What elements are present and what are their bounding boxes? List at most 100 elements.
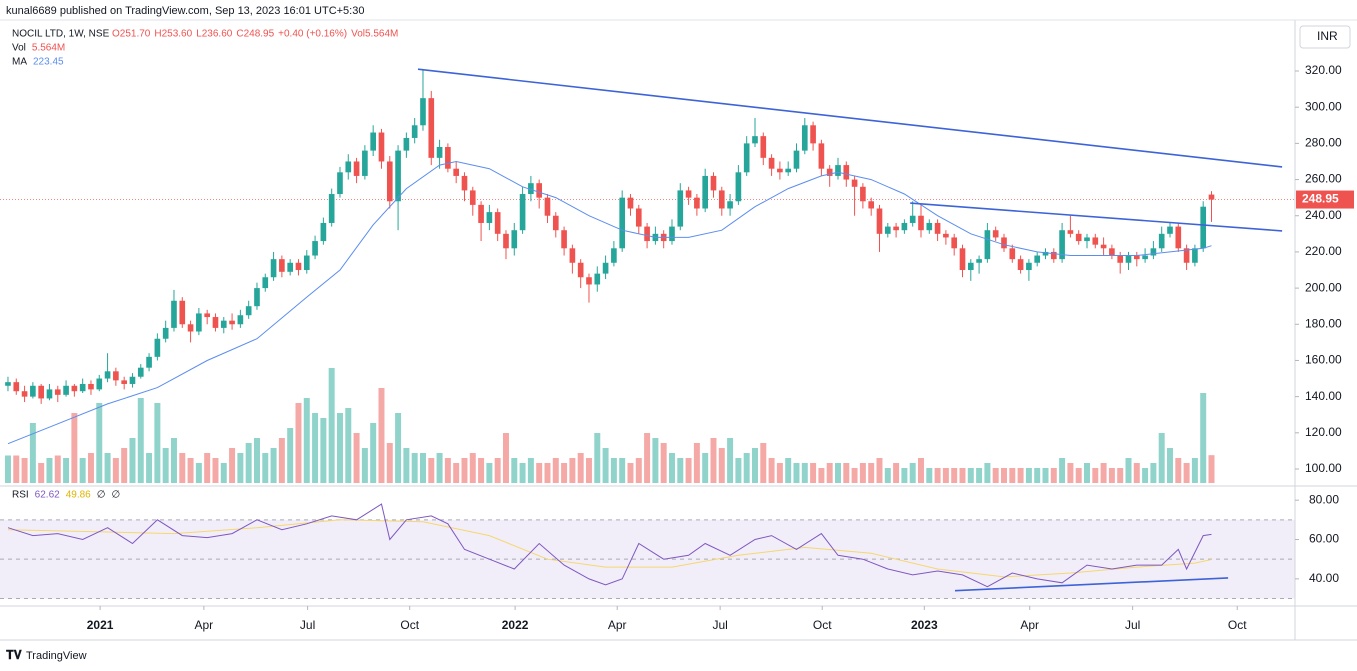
volume-bar [1092,468,1099,483]
candle-body [1100,244,1107,249]
candle-body [428,98,435,158]
x-tick-label: Apr [195,618,214,632]
candle-body [909,215,916,223]
volume-bar [229,448,236,483]
ohlc-value: +0.40 (+0.16%) [278,29,347,40]
candle-body [602,262,609,274]
ohlc-value: L236.60 [196,29,233,40]
volume-bar [926,468,933,483]
volume-bar [29,423,36,483]
ohlc-value: Vol5.564M [351,29,398,40]
candle-body [1158,233,1165,249]
rsi-line [7,503,1212,588]
candle-body [785,168,792,173]
candle-body [1200,206,1207,249]
candle-body [818,143,825,169]
candle-body [1001,237,1007,249]
candle-body [312,241,318,256]
candle-body [926,222,933,231]
rsi-trendline [954,577,1229,592]
rsi-legend-item: 62.62 [35,490,60,501]
volume-bar [1084,463,1090,483]
candle-body [1050,251,1057,260]
candle-body [1109,248,1115,256]
candle-body [677,190,684,227]
volume-bar [179,453,186,483]
volume-bar [602,448,609,483]
volume-bar [594,433,601,483]
volume-bar [444,458,451,483]
x-tick-label: Jul [1125,618,1140,632]
volume-bar [677,458,684,483]
candle-body [486,212,493,223]
volume-bar [511,458,518,483]
volume-bar [486,463,493,483]
candle-body [826,168,833,176]
candle-body [461,175,468,191]
candle-body [1133,255,1140,260]
x-tick-label: Oct [1228,618,1247,632]
candle-body [743,143,750,173]
volume-bar [760,443,767,483]
volume-bar [1200,393,1207,483]
x-tick-label: Apr [608,618,627,632]
volume-bar [370,423,377,483]
candle-body [552,215,559,231]
candle-body [943,233,949,238]
candle-body [378,132,385,162]
volume-bar [403,448,410,483]
candle-body [718,190,725,209]
candle-body [1183,248,1190,263]
y-tick-label: 220.00 [1305,244,1342,258]
y-tick-label: 120.00 [1305,425,1342,439]
volume-bar [718,448,725,483]
candle-body [345,161,352,173]
volume-bar [1001,468,1007,483]
volume-bar [112,458,119,483]
candle-body [113,371,119,381]
volume-bar [585,458,592,483]
candle-body [1059,230,1065,260]
volume-bar [1142,468,1149,483]
volume-bar [536,463,543,483]
volume-bar [702,453,709,483]
candle-body [1192,248,1198,263]
candle-body [96,378,103,390]
candle-body [710,175,717,191]
candle-body [162,327,169,339]
candle-body [395,150,401,202]
volume-bar [644,433,651,483]
candle-body [868,201,875,209]
candle-body [1017,259,1024,271]
y-tick-label: 320.00 [1305,63,1342,77]
rsi-tick-label: 60.00 [1309,532,1339,546]
volume-bar [79,458,86,483]
volume-bar [411,453,418,483]
candle-body [984,230,991,260]
volume-bar [154,403,161,483]
legend: NOCIL LTD, 1W, NSE O251.70 H253.60 L236.60… [12,29,398,501]
ma-legend-item: 223.45 [33,57,64,68]
candle-body [793,150,800,169]
candle-body [386,161,393,202]
candle-body [445,146,451,169]
candle-body [1167,226,1173,234]
volume-bar [170,438,177,483]
currency-button[interactable] [1299,25,1351,49]
candle-body [1175,226,1182,249]
volume-bar [104,453,111,483]
last-price-label: 248.95 [1302,192,1339,206]
volume-bar [884,468,891,483]
volume-bar [976,468,983,483]
volume-bar [295,403,302,483]
candle-body [843,165,850,180]
candle-body [810,125,816,144]
volume-bar [212,458,219,483]
candle-body [362,150,368,176]
volume-bar [577,453,584,483]
rsi-tick-label: 80.00 [1309,492,1339,506]
volume-bar [1175,458,1182,483]
currency[interactable]: INR [1317,29,1338,43]
vol-legend-item: Vol [12,43,26,54]
rsi-legend-item: 49.86 [66,490,91,501]
